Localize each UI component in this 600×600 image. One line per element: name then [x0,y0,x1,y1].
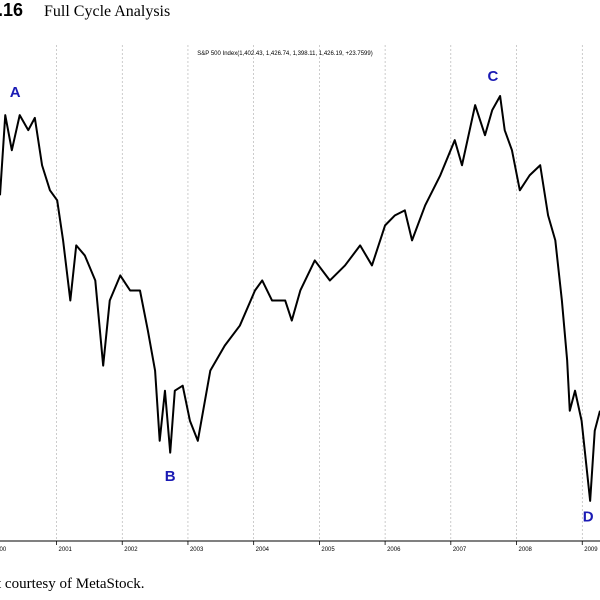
price-line [0,95,600,502]
chart-subtitle: S&P 500 Index(1,402.43, 1,426.74, 1,398.… [197,51,372,57]
x-tick-label: 2005 [321,547,335,553]
x-tick-label: 2006 [387,547,401,553]
x-tick-label: 2009 [584,547,598,553]
caption: t courtesy of MetaStock. [0,576,144,592]
x-tick-label: 2008 [519,547,533,553]
cycle-label: D [583,509,594,526]
cycle-label: A [10,84,21,101]
x-tick-label: 2000 [0,547,7,553]
figure-title: Full Cycle Analysis [44,3,170,20]
figure-number: .16 [0,0,23,20]
x-tick-label: 2002 [124,547,138,553]
x-tick-label: 2001 [59,547,73,553]
cycle-label: B [165,468,176,485]
x-tick-label: 2004 [256,547,270,553]
x-tick-label: 2007 [453,547,467,553]
cycle-label: C [487,68,498,85]
x-tick-label: 2003 [190,547,204,553]
